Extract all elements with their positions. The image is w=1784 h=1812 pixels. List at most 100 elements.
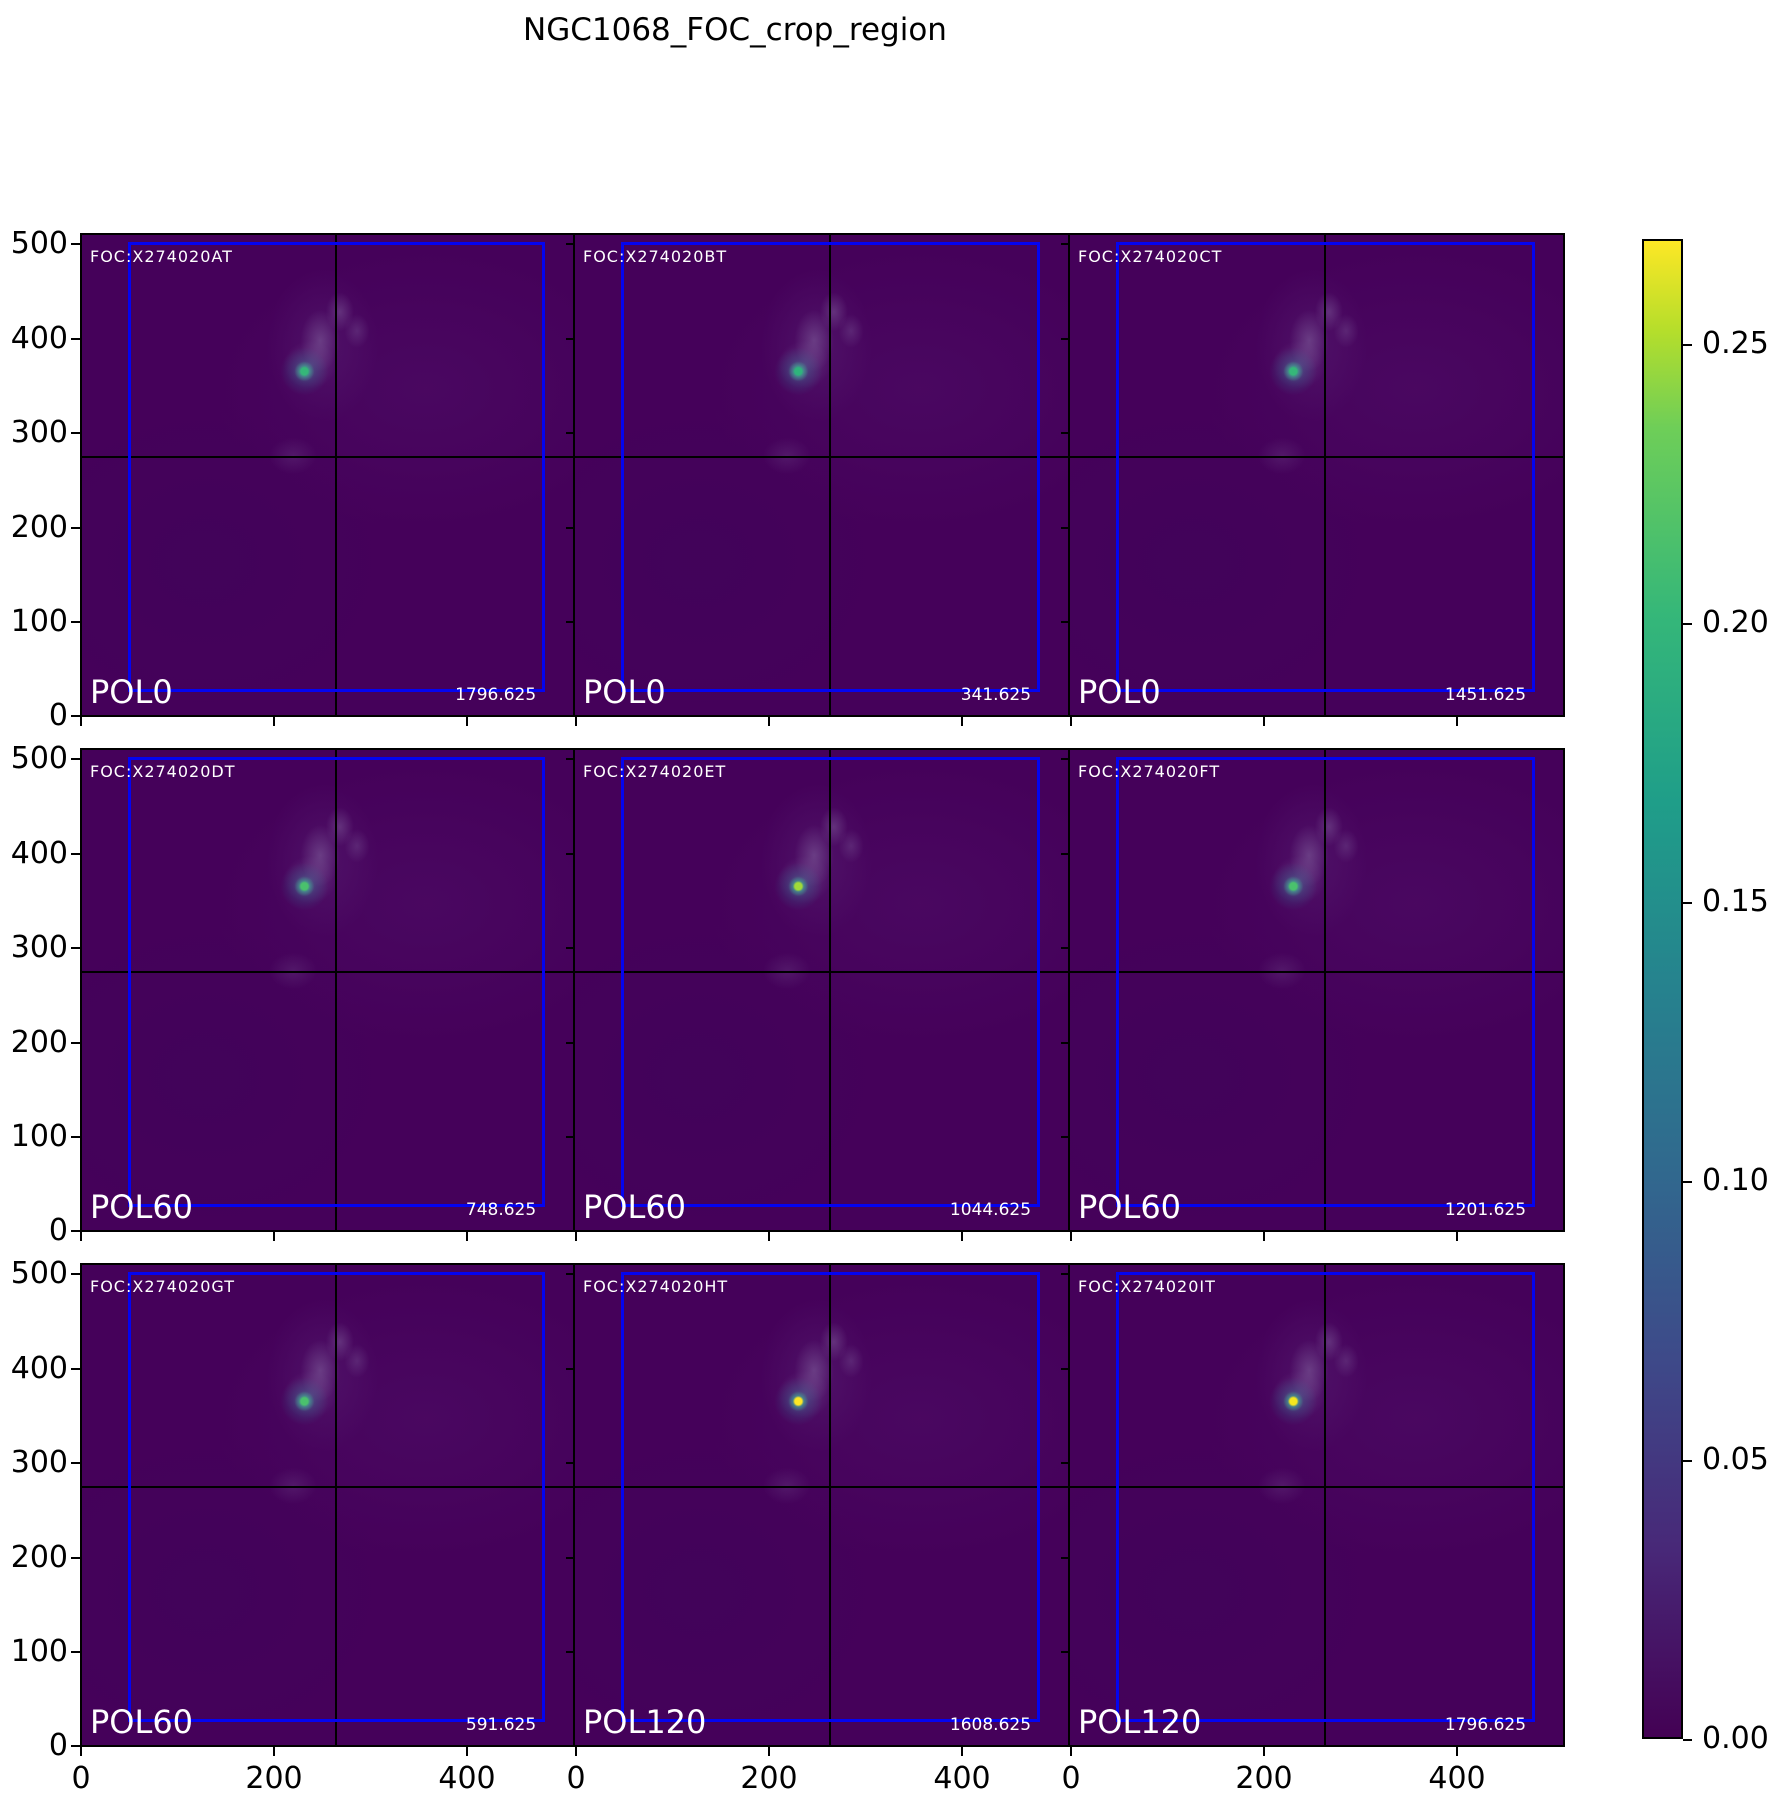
crosshair-vline [1323,750,1326,1230]
exposure-value: 1044.625 [949,1200,1032,1220]
colorbar-tick-mark [1683,1460,1692,1462]
y-tick-label: 500 [10,226,68,261]
x-tick-mark [1456,717,1458,726]
crop-region-box [1115,756,1535,1207]
colorbar-tick-label: 0.15 [1702,884,1769,919]
y-tick-mark [566,621,575,623]
foc-dataset-label: FOC:X274020BT [583,247,728,266]
y-tick-label: 400 [10,321,68,356]
y-tick-mark [71,527,80,529]
crop-region-box [1115,1271,1535,1722]
x-tick-label: 200 [245,1761,303,1796]
y-tick-mark [71,715,80,717]
exposure-value: 748.625 [465,1200,537,1220]
colorbar-tick-mark [1683,1739,1692,1741]
colorbar-tick-label: 0.25 [1702,326,1769,361]
image-panel-5: FOC:X274020ET POL60 1044.625 [575,748,1070,1232]
exposure-value: 591.625 [465,1715,537,1735]
x-tick-mark [575,1747,577,1756]
colorbar-tick-label: 0.10 [1702,1163,1769,1198]
foc-dataset-label: FOC:X274020ET [583,762,727,781]
y-tick-mark [566,1136,575,1138]
image-panel-6: FOC:X274020FT POL60 1201.625 [1070,748,1565,1232]
foc-dataset-label: FOC:X274020CT [1078,247,1223,266]
crosshair-vline [828,1265,831,1745]
y-tick-mark [1061,1230,1070,1232]
polarizer-label: POL60 [90,1188,194,1226]
image-panel-4: FOC:X274020DT POL60 748.625 [80,748,575,1232]
x-tick-mark [273,717,275,726]
y-tick-mark [566,853,575,855]
crop-region-box [620,241,1040,692]
colorbar-tick-mark [1683,623,1692,625]
crosshair-vline [1323,1265,1326,1745]
y-tick-label: 200 [10,1540,68,1575]
colorbar-tick-mark [1683,1181,1692,1183]
foc-dataset-label: FOC:X274020AT [90,247,233,266]
image-panel-9: FOC:X274020IT POL120 1796.625 [1070,1263,1565,1747]
crosshair-hline [1070,970,1563,973]
nebula-image [1070,1265,1563,1745]
y-tick-mark [566,527,575,529]
y-tick-mark [566,1042,575,1044]
crosshair-hline [1070,1485,1563,1488]
crosshair-hline [575,455,1068,458]
y-tick-label: 0 [48,698,68,733]
nebula-image [1070,235,1563,715]
crosshair-vline [334,235,337,715]
crosshair-vline [828,235,831,715]
y-tick-mark [71,1136,80,1138]
nebula-image [82,750,573,1230]
y-tick-mark [71,1462,80,1464]
nebula-image [575,1265,1068,1745]
x-tick-mark [80,1747,82,1756]
nebula-image [575,750,1068,1230]
x-tick-label: 400 [1428,1761,1486,1796]
y-tick-mark [1061,243,1070,245]
y-tick-mark [566,1651,575,1653]
y-tick-mark [1061,432,1070,434]
polarizer-label: POL120 [583,1703,707,1741]
x-tick-mark [466,717,468,726]
y-tick-mark [566,758,575,760]
crop-region-box [127,241,545,692]
x-tick-mark [961,717,963,726]
y-tick-mark [1061,621,1070,623]
x-tick-label: 200 [1235,1761,1293,1796]
foc-dataset-label: FOC:X274020IT [1078,1277,1216,1296]
image-panel-3: FOC:X274020CT POL0 1451.625 [1070,233,1565,717]
y-tick-mark [1061,1745,1070,1747]
crosshair-hline [575,1485,1068,1488]
x-tick-mark [575,717,577,726]
foc-dataset-label: FOC:X274020HT [583,1277,729,1296]
figure-title: NGC1068_FOC_crop_region [523,12,947,48]
y-tick-label: 300 [10,930,68,965]
exposure-value: 1608.625 [949,1715,1032,1735]
polarizer-label: POL0 [1078,673,1161,711]
y-tick-mark [566,1368,575,1370]
exposure-value: 1796.625 [455,685,537,705]
y-tick-label: 200 [10,1025,68,1060]
y-tick-mark [566,715,575,717]
colorbar-tick-mark [1683,902,1692,904]
y-tick-mark [566,1230,575,1232]
crosshair-hline [1070,455,1563,458]
y-tick-mark [1061,1651,1070,1653]
foc-dataset-label: FOC:X274020DT [90,762,236,781]
foc-dataset-label: FOC:X274020FT [1078,762,1221,781]
y-tick-mark [1061,1462,1070,1464]
y-tick-mark [566,432,575,434]
y-tick-mark [71,1368,80,1370]
foc-dataset-label: FOC:X274020GT [90,1277,235,1296]
image-panel-8: FOC:X274020HT POL120 1608.625 [575,1263,1070,1747]
nebula-image [1070,750,1563,1230]
y-tick-mark [71,1273,80,1275]
crosshair-hline [82,455,573,458]
colorbar-tick-label: 0.00 [1702,1721,1769,1756]
y-tick-mark [566,1745,575,1747]
exposure-value: 341.625 [960,685,1032,705]
y-tick-label: 300 [10,415,68,450]
x-tick-mark [273,1232,275,1241]
exposure-value: 1796.625 [1444,1715,1527,1735]
y-tick-label: 500 [10,741,68,776]
